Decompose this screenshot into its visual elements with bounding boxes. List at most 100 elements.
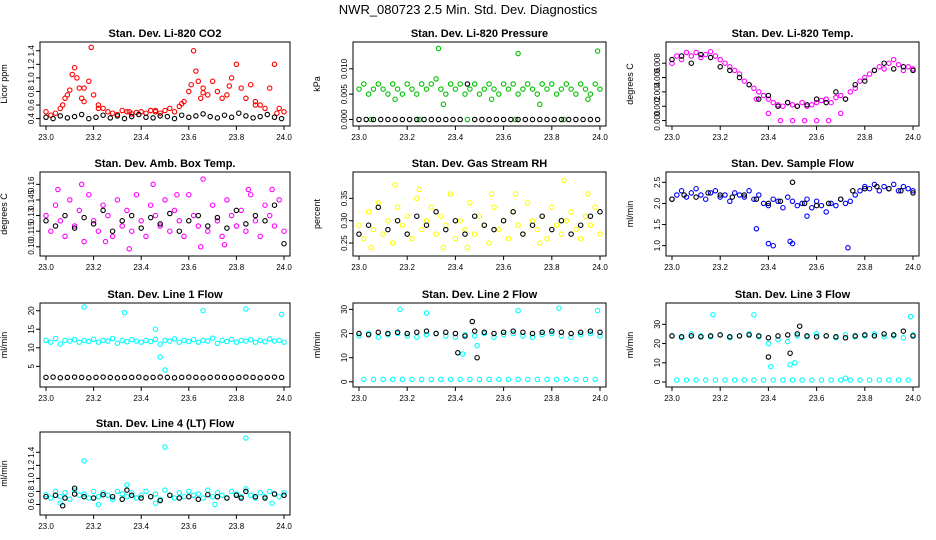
- data-point: [252, 493, 259, 500]
- data-point: [257, 489, 263, 496]
- data-point: [71, 113, 78, 120]
- data-point: [481, 86, 488, 92]
- data-point: [399, 222, 406, 228]
- data-point: [174, 191, 180, 198]
- x-tick-label: 23.4: [448, 394, 464, 403]
- plot-frame: [352, 171, 607, 257]
- data-point: [190, 336, 197, 343]
- y-axis-label: percent: [312, 198, 322, 229]
- data-point: [90, 218, 97, 224]
- data-point: [143, 114, 149, 121]
- data-point: [500, 81, 507, 87]
- data-point: [414, 213, 420, 219]
- data-point: [389, 376, 396, 383]
- data-point: [186, 488, 192, 495]
- data-point: [693, 377, 699, 383]
- data-series-1: [43, 304, 287, 373]
- data-point: [852, 192, 858, 198]
- x-tick-label: 23.4: [133, 394, 149, 403]
- data-point: [515, 116, 521, 123]
- data-point: [176, 339, 183, 345]
- data-point: [90, 221, 97, 227]
- x-tick-label: 23.6: [809, 394, 825, 403]
- chart-panel-2: Stan. Dev. Li-820 Pressure kPa 0.000 0.005 0…: [312, 28, 608, 142]
- data-point: [731, 190, 738, 196]
- chart-panel-8: Stan. Dev. Line 2 Flow ml/min 0 10 20 30 23.0 2…: [312, 289, 608, 403]
- data-point: [78, 374, 85, 381]
- y-tick-label: 0.30: [340, 212, 349, 228]
- data-point: [529, 217, 536, 224]
- data-point: [90, 495, 97, 501]
- data-point: [380, 86, 386, 92]
- data-point: [423, 222, 430, 228]
- data-point: [178, 374, 185, 381]
- data-point: [674, 377, 680, 383]
- data-point: [890, 181, 897, 188]
- data-point: [119, 337, 125, 344]
- data-point: [128, 374, 135, 381]
- data-point: [881, 183, 887, 190]
- data-point: [597, 209, 603, 215]
- data-point: [233, 492, 240, 499]
- data-point: [247, 492, 254, 499]
- data-point: [469, 318, 476, 325]
- data-point: [233, 61, 240, 68]
- data-point: [171, 109, 178, 115]
- data-point: [221, 374, 228, 381]
- data-point: [257, 102, 263, 108]
- data-point: [886, 60, 892, 66]
- data-point: [228, 336, 235, 343]
- data-point: [866, 71, 873, 77]
- data-point: [683, 377, 690, 383]
- data-point: [162, 337, 168, 344]
- data-point: [823, 209, 829, 215]
- data-point: [563, 376, 570, 383]
- data-point: [746, 81, 752, 88]
- data-point: [200, 90, 206, 96]
- data-point: [529, 330, 536, 337]
- data-point: [247, 81, 254, 88]
- data-point: [874, 183, 880, 190]
- data-point: [171, 495, 178, 501]
- data-point: [162, 444, 168, 450]
- data-point: [81, 85, 87, 91]
- data-point: [138, 495, 144, 501]
- data-point: [775, 198, 781, 205]
- data-point: [193, 374, 199, 381]
- data-point: [577, 331, 584, 338]
- data-point: [515, 376, 521, 383]
- data-point: [707, 190, 714, 196]
- data-point: [727, 334, 733, 340]
- data-point: [736, 333, 743, 339]
- data-point: [157, 341, 163, 347]
- data-point: [361, 81, 367, 87]
- data-point: [833, 94, 839, 101]
- data-point: [281, 492, 287, 499]
- data-point: [765, 200, 772, 207]
- data-point: [537, 240, 543, 246]
- data-point: [553, 376, 560, 383]
- x-tick-label: 23.4: [448, 263, 464, 272]
- data-point: [910, 188, 916, 194]
- data-point: [167, 492, 173, 499]
- y-tick-label: 20: [340, 329, 349, 338]
- data-point: [214, 340, 221, 347]
- data-point: [717, 192, 723, 198]
- data-point: [794, 333, 801, 339]
- data-point: [262, 495, 268, 501]
- data-point: [271, 491, 278, 497]
- data-point: [587, 330, 594, 337]
- data-point: [264, 111, 271, 118]
- data-point: [200, 307, 206, 314]
- data-point: [48, 339, 54, 345]
- data-point: [271, 114, 278, 121]
- y-axis-label: degrees C: [625, 63, 635, 105]
- x-tick-label: 23.2: [86, 394, 102, 403]
- data-point: [727, 64, 733, 70]
- data-point: [433, 209, 439, 215]
- data-point: [226, 83, 233, 89]
- data-point: [370, 376, 377, 383]
- data-point: [197, 95, 204, 102]
- y-tick-label: 1.4: [27, 45, 36, 57]
